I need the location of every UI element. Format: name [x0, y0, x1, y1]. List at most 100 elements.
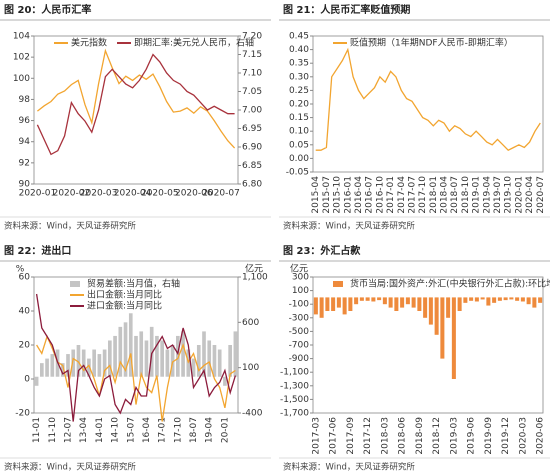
x-tick-label: 2017-01	[386, 176, 396, 214]
y2-axis-label: 亿元	[245, 263, 263, 275]
y2-tick-label: 7.20	[242, 32, 262, 42]
bar	[474, 297, 479, 302]
bar	[492, 297, 497, 303]
bar	[170, 345, 175, 377]
bar	[87, 358, 91, 377]
bar	[509, 297, 514, 300]
x-tick-label: 2020-06	[536, 417, 546, 455]
bar	[469, 297, 474, 301]
y-tick-label: 104	[13, 32, 30, 42]
x-tick-label: 17-10	[173, 417, 183, 443]
bar	[108, 340, 112, 377]
bar	[160, 340, 164, 377]
bar	[45, 358, 49, 377]
bar	[149, 326, 154, 377]
y-tick-label: 0.10	[289, 127, 309, 137]
source: 资料来源：Wind，天风证券研究所	[4, 462, 136, 473]
bar	[451, 297, 456, 379]
panel-title: 图 22：进出口	[4, 244, 71, 257]
y-tick-label: 102	[13, 53, 30, 63]
y-axis-label: 亿元	[290, 263, 308, 275]
line	[315, 47, 541, 151]
y-tick-label: 0.05	[289, 140, 309, 150]
y-tick-label: 0.45	[289, 32, 309, 42]
x-tick-label: 2020-03	[518, 417, 528, 455]
legend-label: 即期汇率:美元兑人民币，右轴	[134, 37, 254, 49]
x-tick-label: 2016-07	[365, 176, 375, 214]
bar	[191, 358, 196, 377]
bar	[139, 331, 144, 377]
bar	[538, 297, 543, 303]
bar	[486, 297, 491, 306]
y-tick-label: -300	[289, 313, 310, 323]
x-tick-label: 2018-06	[398, 417, 408, 455]
y-tick-label: 20	[19, 341, 31, 351]
legend-label: 出口金额:当月同比	[87, 289, 162, 301]
y-tick-label: -1,500	[280, 395, 309, 405]
source: 资料来源：Wind，天风证券研究所	[283, 462, 415, 473]
x-tick-label: 2019-04	[482, 176, 492, 214]
x-tick-label: 2018-09	[415, 417, 425, 455]
x-tick-label: 13-04	[79, 417, 89, 443]
bar	[97, 354, 102, 377]
bar	[181, 331, 185, 377]
panel-title: 图 21：人民币汇率贬值预期	[283, 3, 410, 16]
x-tick-label: 2019-10	[504, 176, 514, 214]
bar	[405, 297, 410, 305]
bar	[40, 363, 44, 377]
x-tick-label: 2018-01	[429, 176, 439, 214]
y-tick-label: 90	[19, 180, 31, 190]
legend-label: 贸易差额:当月值，右轴	[87, 278, 180, 290]
bar	[400, 297, 405, 308]
bar	[365, 297, 370, 301]
bar	[480, 297, 485, 300]
y-tick-label: 40	[19, 307, 31, 317]
x-tick-label: 11-10	[48, 417, 58, 443]
x-tick-label: 2020-04	[114, 189, 152, 199]
bar	[342, 297, 347, 315]
y-tick-label: -900	[289, 354, 310, 364]
bar	[223, 376, 227, 386]
bar	[520, 297, 525, 302]
bar	[503, 297, 508, 301]
bar	[76, 345, 81, 377]
x-tick-label: 2016-01	[343, 176, 353, 214]
bar	[354, 297, 359, 305]
bar	[377, 297, 382, 301]
bar	[113, 335, 117, 377]
y-tick-label: 0.25	[289, 86, 309, 96]
legend-label: 货币当局:国外资产:外汇(中央银行外汇占款):环比增加	[350, 278, 550, 290]
bar	[207, 340, 212, 377]
y2-tick-label: -400	[242, 409, 263, 419]
legend-label: 进口金额:当月同比	[87, 300, 162, 312]
x-tick-label: 2015-07	[322, 176, 332, 214]
bar	[71, 349, 76, 377]
x-tick-label: 11-01	[32, 417, 42, 443]
x-tick-label: 2017-09	[346, 417, 356, 455]
y2-tick-label: 7.00	[242, 106, 262, 116]
bar	[123, 322, 128, 377]
x-tick-label: 2020-03	[80, 189, 118, 199]
y-tick-label: 0.15	[289, 113, 309, 123]
x-tick-label: 12-07	[64, 417, 74, 443]
x-tick-label: 2019-07	[493, 176, 503, 214]
bar	[50, 354, 55, 377]
y-tick-label: -100	[289, 300, 310, 310]
bar	[118, 326, 123, 377]
bar	[463, 297, 468, 303]
y2-tick-label: 6.80	[242, 180, 262, 190]
bar	[34, 376, 39, 386]
x-tick-label: 15-07	[126, 417, 136, 443]
bar	[202, 331, 206, 377]
y-tick-label: 0.20	[289, 100, 309, 110]
bar	[336, 297, 341, 308]
bar	[165, 349, 170, 377]
y2-tick-label: 6.90	[242, 143, 262, 153]
x-tick-label: 2015-10	[333, 176, 343, 214]
bar	[92, 349, 96, 377]
panel-title: 图 20：人民币汇率	[4, 3, 91, 16]
bar	[497, 297, 502, 301]
x-tick-label: 2019-03	[449, 417, 459, 455]
y2-tick-label: 6.95	[242, 124, 262, 134]
